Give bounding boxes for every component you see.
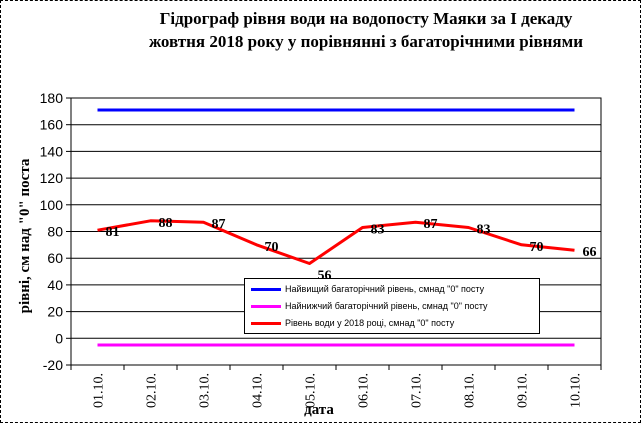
x-tick-label: 09.10. — [516, 373, 531, 408]
chart-title-line-1: Гідрограф рівня води на водопосту Маяки … — [159, 9, 573, 28]
y-tick-label: -20 — [43, 357, 63, 373]
y-tick-label: 120 — [40, 170, 64, 186]
x-tick-label: 06.10. — [357, 373, 372, 408]
y-tick-label: 140 — [40, 143, 64, 159]
data-label: 70 — [530, 240, 544, 255]
series-line-2018 — [97, 219, 575, 265]
data-label: 66 — [583, 245, 597, 260]
y-axis-ticks: -20 0 20 40 60 80 100 120 140 160 180 — [40, 90, 71, 373]
legend-label-max: Найвищий багаторічний рівень, смнад "0" … — [285, 284, 485, 294]
y-tick-label: 160 — [40, 117, 64, 133]
data-label: 87 — [212, 217, 226, 232]
x-tick-label: 04.10. — [251, 373, 266, 408]
legend-swatch-max — [251, 287, 281, 291]
data-label: 83 — [477, 222, 491, 237]
x-tick-label: 10.10. — [569, 373, 584, 408]
x-tick-label: 08.10. — [463, 373, 478, 408]
x-axis-ticks: 01.10. 02.10. 03.10. 04.10. 05.10. 06.10. 07.1… — [70, 365, 602, 408]
x-tick-label: 02.10. — [145, 373, 160, 408]
y-tick-label: 20 — [47, 304, 63, 320]
legend-item-max: Найвищий багаторічний рівень, смнад "0" … — [251, 282, 484, 296]
data-label: 88 — [159, 216, 173, 231]
y-tick-label: 60 — [47, 250, 63, 266]
data-label: 81 — [106, 225, 120, 240]
x-axis-title: дата — [304, 402, 334, 418]
x-tick-label: 03.10. — [198, 373, 213, 408]
legend-swatch-min — [251, 304, 281, 308]
y-tick-label: 0 — [55, 330, 63, 346]
legend-item-min: Найнижчий багаторічний рівень, смнад "0"… — [251, 299, 488, 313]
legend-item-2018: Рівень води у 2018 році, смнад "0" посту — [251, 316, 454, 330]
x-tick-label: 05.10. — [304, 373, 319, 408]
y-tick-label: 40 — [47, 277, 63, 293]
chart-title-line-2: жовтня 2018 року у порівнянні з багаторі… — [149, 32, 583, 51]
legend-label-min: Найнижчий багаторічний рівень, смнад "0"… — [285, 301, 488, 311]
series-lines — [97, 108, 575, 347]
y-tick-label: 180 — [40, 90, 64, 106]
legend-label-2018: Рівень води у 2018 році, смнад "0" посту — [285, 318, 455, 328]
legend: Найвищий багаторічний рівень, смнад "0" … — [244, 278, 540, 334]
legend-swatch-2018 — [251, 321, 281, 325]
y-axis-title: рівні, см над "0" поста — [17, 158, 33, 313]
x-tick-label: 01.10. — [92, 373, 107, 408]
y-tick-label: 80 — [47, 224, 63, 240]
x-tick-label: 07.10. — [410, 373, 425, 408]
data-label: 70 — [265, 240, 279, 255]
data-label: 87 — [424, 217, 438, 232]
data-label: 83 — [371, 222, 385, 237]
y-tick-label: 100 — [40, 197, 64, 213]
